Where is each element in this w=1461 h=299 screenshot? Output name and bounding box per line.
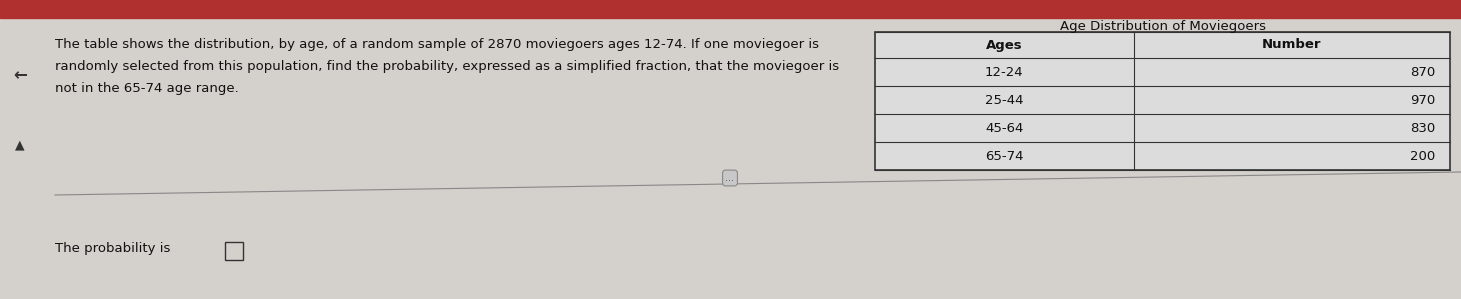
- Text: 65-74: 65-74: [985, 150, 1024, 162]
- Bar: [0, 0, 1461, 18]
- Bar: [875, 32, 1449, 58]
- Text: The probability is: The probability is: [56, 242, 171, 255]
- Text: not in the 65-74 age range.: not in the 65-74 age range.: [56, 82, 238, 95]
- Bar: [875, 142, 1449, 170]
- Bar: [875, 86, 1449, 114]
- Text: ▲: ▲: [15, 138, 25, 152]
- Text: 12-24: 12-24: [985, 65, 1024, 79]
- Text: randomly selected from this population, find the probability, expressed as a sim: randomly selected from this population, …: [56, 60, 839, 73]
- Bar: [875, 32, 1449, 170]
- Bar: [875, 114, 1449, 142]
- Text: 200: 200: [1410, 150, 1435, 162]
- Text: ←: ←: [13, 66, 26, 84]
- Text: 45-64: 45-64: [985, 121, 1024, 135]
- Text: 970: 970: [1410, 94, 1435, 106]
- Text: 830: 830: [1410, 121, 1435, 135]
- Text: The table shows the distribution, by age, of a random sample of 2870 moviegoers : The table shows the distribution, by age…: [56, 38, 820, 51]
- Text: 25-44: 25-44: [985, 94, 1024, 106]
- Text: ...: ...: [726, 173, 735, 183]
- Text: Age Distribution of Moviegoers: Age Distribution of Moviegoers: [1059, 20, 1265, 33]
- Text: Ages: Ages: [986, 39, 1023, 51]
- Bar: [225, 242, 243, 260]
- Bar: [875, 58, 1449, 86]
- Text: Number: Number: [1262, 39, 1322, 51]
- Text: 870: 870: [1410, 65, 1435, 79]
